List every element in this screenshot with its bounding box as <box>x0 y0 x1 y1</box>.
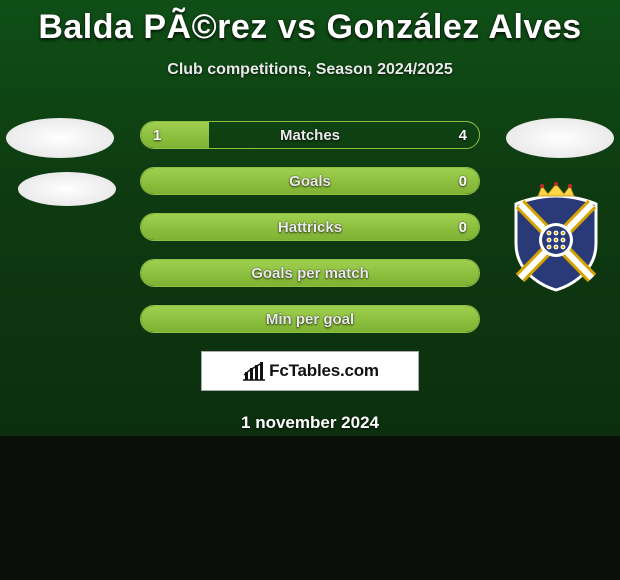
player-left-slot-2 <box>18 172 116 206</box>
stat-row: Goals per match <box>140 259 480 287</box>
stat-row: 1Matches4 <box>140 121 480 149</box>
stat-label: Hattricks <box>185 219 435 236</box>
stat-value-right: 0 <box>435 219 479 236</box>
stat-row: Min per goal <box>140 305 480 333</box>
stats-container: 1Matches4Goals0Hattricks0Goals per match… <box>140 121 480 333</box>
stat-row: Goals0 <box>140 167 480 195</box>
stat-label: Min per goal <box>185 311 435 328</box>
player-right-slot-1 <box>506 118 614 158</box>
source-logo-text: FcTables.com <box>269 361 379 381</box>
stat-value-left: 1 <box>141 127 185 144</box>
subtitle: Club competitions, Season 2024/2025 <box>0 61 620 79</box>
player-left-slot-1 <box>6 118 114 158</box>
comparison-card: Balda PÃ©rez vs González Alves Club comp… <box>0 0 620 436</box>
source-logo: FcTables.com <box>201 351 419 391</box>
stat-value-right: 4 <box>435 127 479 144</box>
stat-label: Goals <box>185 173 435 190</box>
page-title: Balda PÃ©rez vs González Alves <box>0 8 620 47</box>
stat-value-right: 0 <box>435 173 479 190</box>
stat-row: Hattricks0 <box>140 213 480 241</box>
bar-chart-icon <box>241 360 265 382</box>
date-label: 1 november 2024 <box>0 413 620 433</box>
club-crest <box>506 182 606 292</box>
stat-label: Matches <box>185 127 435 144</box>
stat-label: Goals per match <box>185 265 435 282</box>
